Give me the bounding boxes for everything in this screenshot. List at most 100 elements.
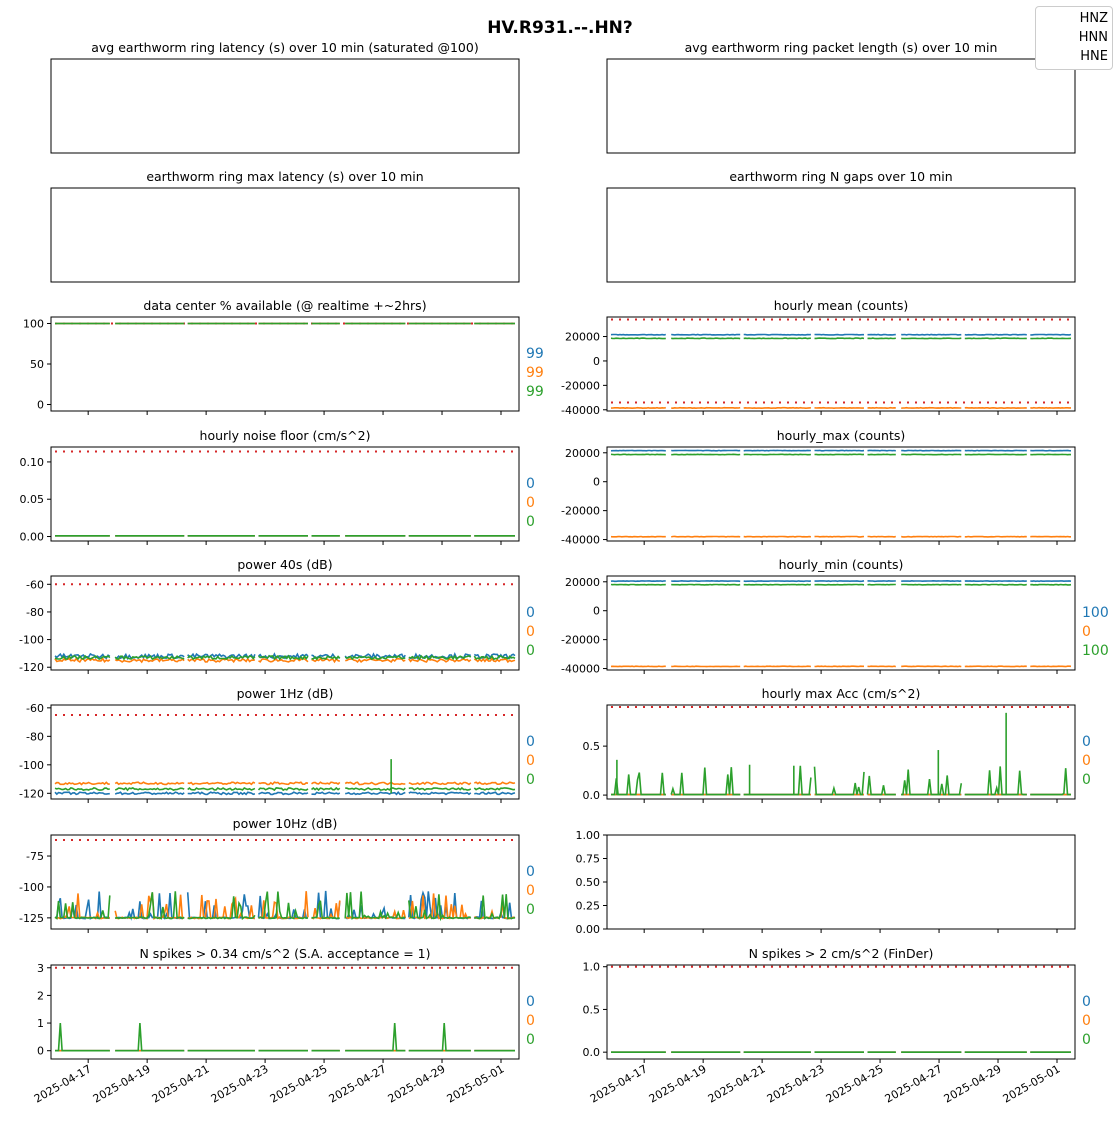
subplot-p3: earthworm ring max latency (s) over 10 m… [51, 169, 519, 282]
y-tick-label: -20000 [561, 505, 600, 518]
y-tick-label: 100 [23, 317, 44, 330]
y-tick-label: -125 [19, 912, 44, 925]
y-tick-label: 0.10 [20, 456, 45, 469]
x-tick-label: 2025-04-19 [647, 1062, 709, 1105]
axes-frame [51, 705, 519, 799]
side-value-hnz: 0 [1082, 734, 1091, 750]
subplot-title: power 40s (dB) [237, 557, 332, 572]
series-line-hne [55, 1023, 515, 1051]
series-line-hnz [55, 792, 515, 794]
y-tick-label: -60 [26, 702, 44, 715]
subplot-title: power 1Hz (dB) [237, 686, 334, 701]
side-value-hnn: 0 [526, 495, 535, 511]
subplot-title: earthworm ring N gaps over 10 min [729, 169, 952, 184]
series-line-hnn [611, 536, 1071, 537]
x-tick-label: 2025-04-17 [32, 1062, 94, 1105]
y-tick-label: 3 [37, 962, 44, 975]
subplot-title: earthworm ring max latency (s) over 10 m… [146, 169, 423, 184]
axes-frame [51, 188, 519, 282]
legend-entry-hnn: HNN [1036, 30, 1108, 45]
x-tick-label: 2025-04-23 [209, 1062, 271, 1105]
y-tick-label: -40000 [561, 534, 600, 547]
y-tick-label: 0.5 [583, 740, 601, 753]
side-value-hne: 0 [526, 643, 535, 659]
y-tick-label: 0.50 [576, 876, 601, 889]
subplot-p7: hourly noise floor (cm/s^2)0.100.050.000… [20, 428, 535, 545]
subplot-title: data center % available (@ realtime +~2h… [143, 298, 426, 313]
y-tick-label: 0.0 [583, 1046, 601, 1059]
side-value-hne: 0 [1082, 772, 1091, 788]
side-value-hnz: 0 [526, 476, 535, 492]
side-value-hnn: 0 [526, 753, 535, 769]
side-value-hne: 0 [526, 514, 535, 530]
y-tick-label: -100 [19, 634, 44, 647]
y-tick-label: 0.75 [576, 853, 601, 866]
axes-frame [607, 59, 1075, 153]
side-value-hne: 100 [1082, 643, 1109, 659]
y-tick-label: 0 [593, 355, 600, 368]
series-line-hne [611, 338, 1071, 339]
subplot-title: N spikes > 0.34 cm/s^2 (S.A. acceptance … [139, 946, 430, 961]
axes-frame [607, 576, 1075, 670]
subplot-title: avg earthworm ring packet length (s) ove… [685, 40, 998, 55]
subplot-p15: N spikes > 0.34 cm/s^2 (S.A. acceptance … [32, 946, 535, 1106]
side-value-hnn: 0 [1082, 753, 1091, 769]
axes-frame [51, 965, 519, 1059]
side-value-hnz: 0 [526, 994, 535, 1010]
axes-frame [607, 317, 1075, 411]
subplot-title: hourly_min (counts) [779, 557, 904, 572]
subplot-p14: 1.000.750.500.250.00 [576, 829, 1076, 936]
y-tick-label: 1.0 [583, 961, 601, 974]
y-tick-label: -20000 [561, 379, 600, 392]
side-value-hne: 99 [526, 384, 544, 400]
y-tick-label: 20000 [565, 576, 600, 589]
subplot-title: hourly noise floor (cm/s^2) [200, 428, 371, 443]
side-value-hne: 0 [526, 1032, 535, 1048]
y-tick-label: 0 [37, 1045, 44, 1058]
y-tick-label: 0.5 [583, 1003, 601, 1016]
y-tick-label: -80 [26, 606, 44, 619]
y-tick-label: 50 [30, 358, 44, 371]
side-value-hnz: 99 [526, 346, 544, 362]
y-tick-label: -60 [26, 578, 44, 591]
side-value-hnz: 0 [1082, 994, 1091, 1010]
subplot-p5: data center % available (@ realtime +~2h… [23, 298, 544, 415]
figure-title: HV.R931.--.HN? [0, 18, 1120, 38]
y-tick-label: -120 [19, 787, 44, 800]
y-tick-label: -100 [19, 881, 44, 894]
y-tick-label: 0 [37, 399, 44, 412]
axes-frame [51, 447, 519, 541]
series-line-hnz [611, 581, 1071, 582]
subplot-p1: avg earthworm ring latency (s) over 10 m… [51, 40, 519, 153]
side-value-hnz: 0 [526, 734, 535, 750]
y-tick-label: 20000 [565, 447, 600, 460]
x-tick-label: 2025-04-29 [942, 1062, 1004, 1105]
subplot-p4: earthworm ring N gaps over 10 min [607, 169, 1075, 282]
side-value-hnn: 99 [526, 365, 544, 381]
axes-frame [607, 705, 1075, 799]
side-value-hnz: 0 [526, 605, 535, 621]
legend: HNZ HNN HNE [1035, 6, 1113, 70]
side-value-hnn: 0 [526, 1013, 535, 1029]
side-value-hnn: 0 [1082, 1013, 1091, 1029]
x-tick-label: 2025-04-17 [588, 1062, 650, 1105]
subplot-p12: hourly max Acc (cm/s^2)0.50.0000 [583, 686, 1091, 803]
subplot-title: hourly mean (counts) [774, 298, 908, 313]
x-tick-label: 2025-04-19 [91, 1062, 153, 1105]
y-tick-label: -75 [26, 850, 44, 863]
axes-frame [607, 835, 1075, 929]
series-line-hnn [55, 891, 515, 918]
subplot-title: N spikes > 2 cm/s^2 (FinDer) [749, 946, 934, 961]
legend-entry-hne: HNE [1036, 49, 1108, 64]
subplot-p10: hourly_min (counts)200000-20000-40000100… [561, 557, 1109, 676]
x-tick-label: 2025-04-27 [883, 1062, 945, 1105]
x-tick-label: 2025-04-25 [824, 1062, 886, 1105]
y-tick-label: -100 [19, 759, 44, 772]
y-tick-label: 1.00 [576, 829, 601, 842]
y-tick-label: 0 [593, 476, 600, 489]
y-tick-label: -40000 [561, 404, 600, 417]
